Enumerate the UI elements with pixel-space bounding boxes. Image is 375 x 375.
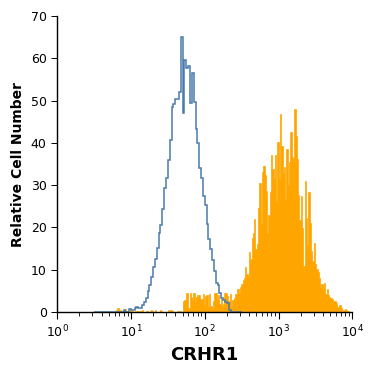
Y-axis label: Relative Cell Number: Relative Cell Number: [11, 81, 25, 246]
X-axis label: CRHR1: CRHR1: [171, 346, 239, 364]
